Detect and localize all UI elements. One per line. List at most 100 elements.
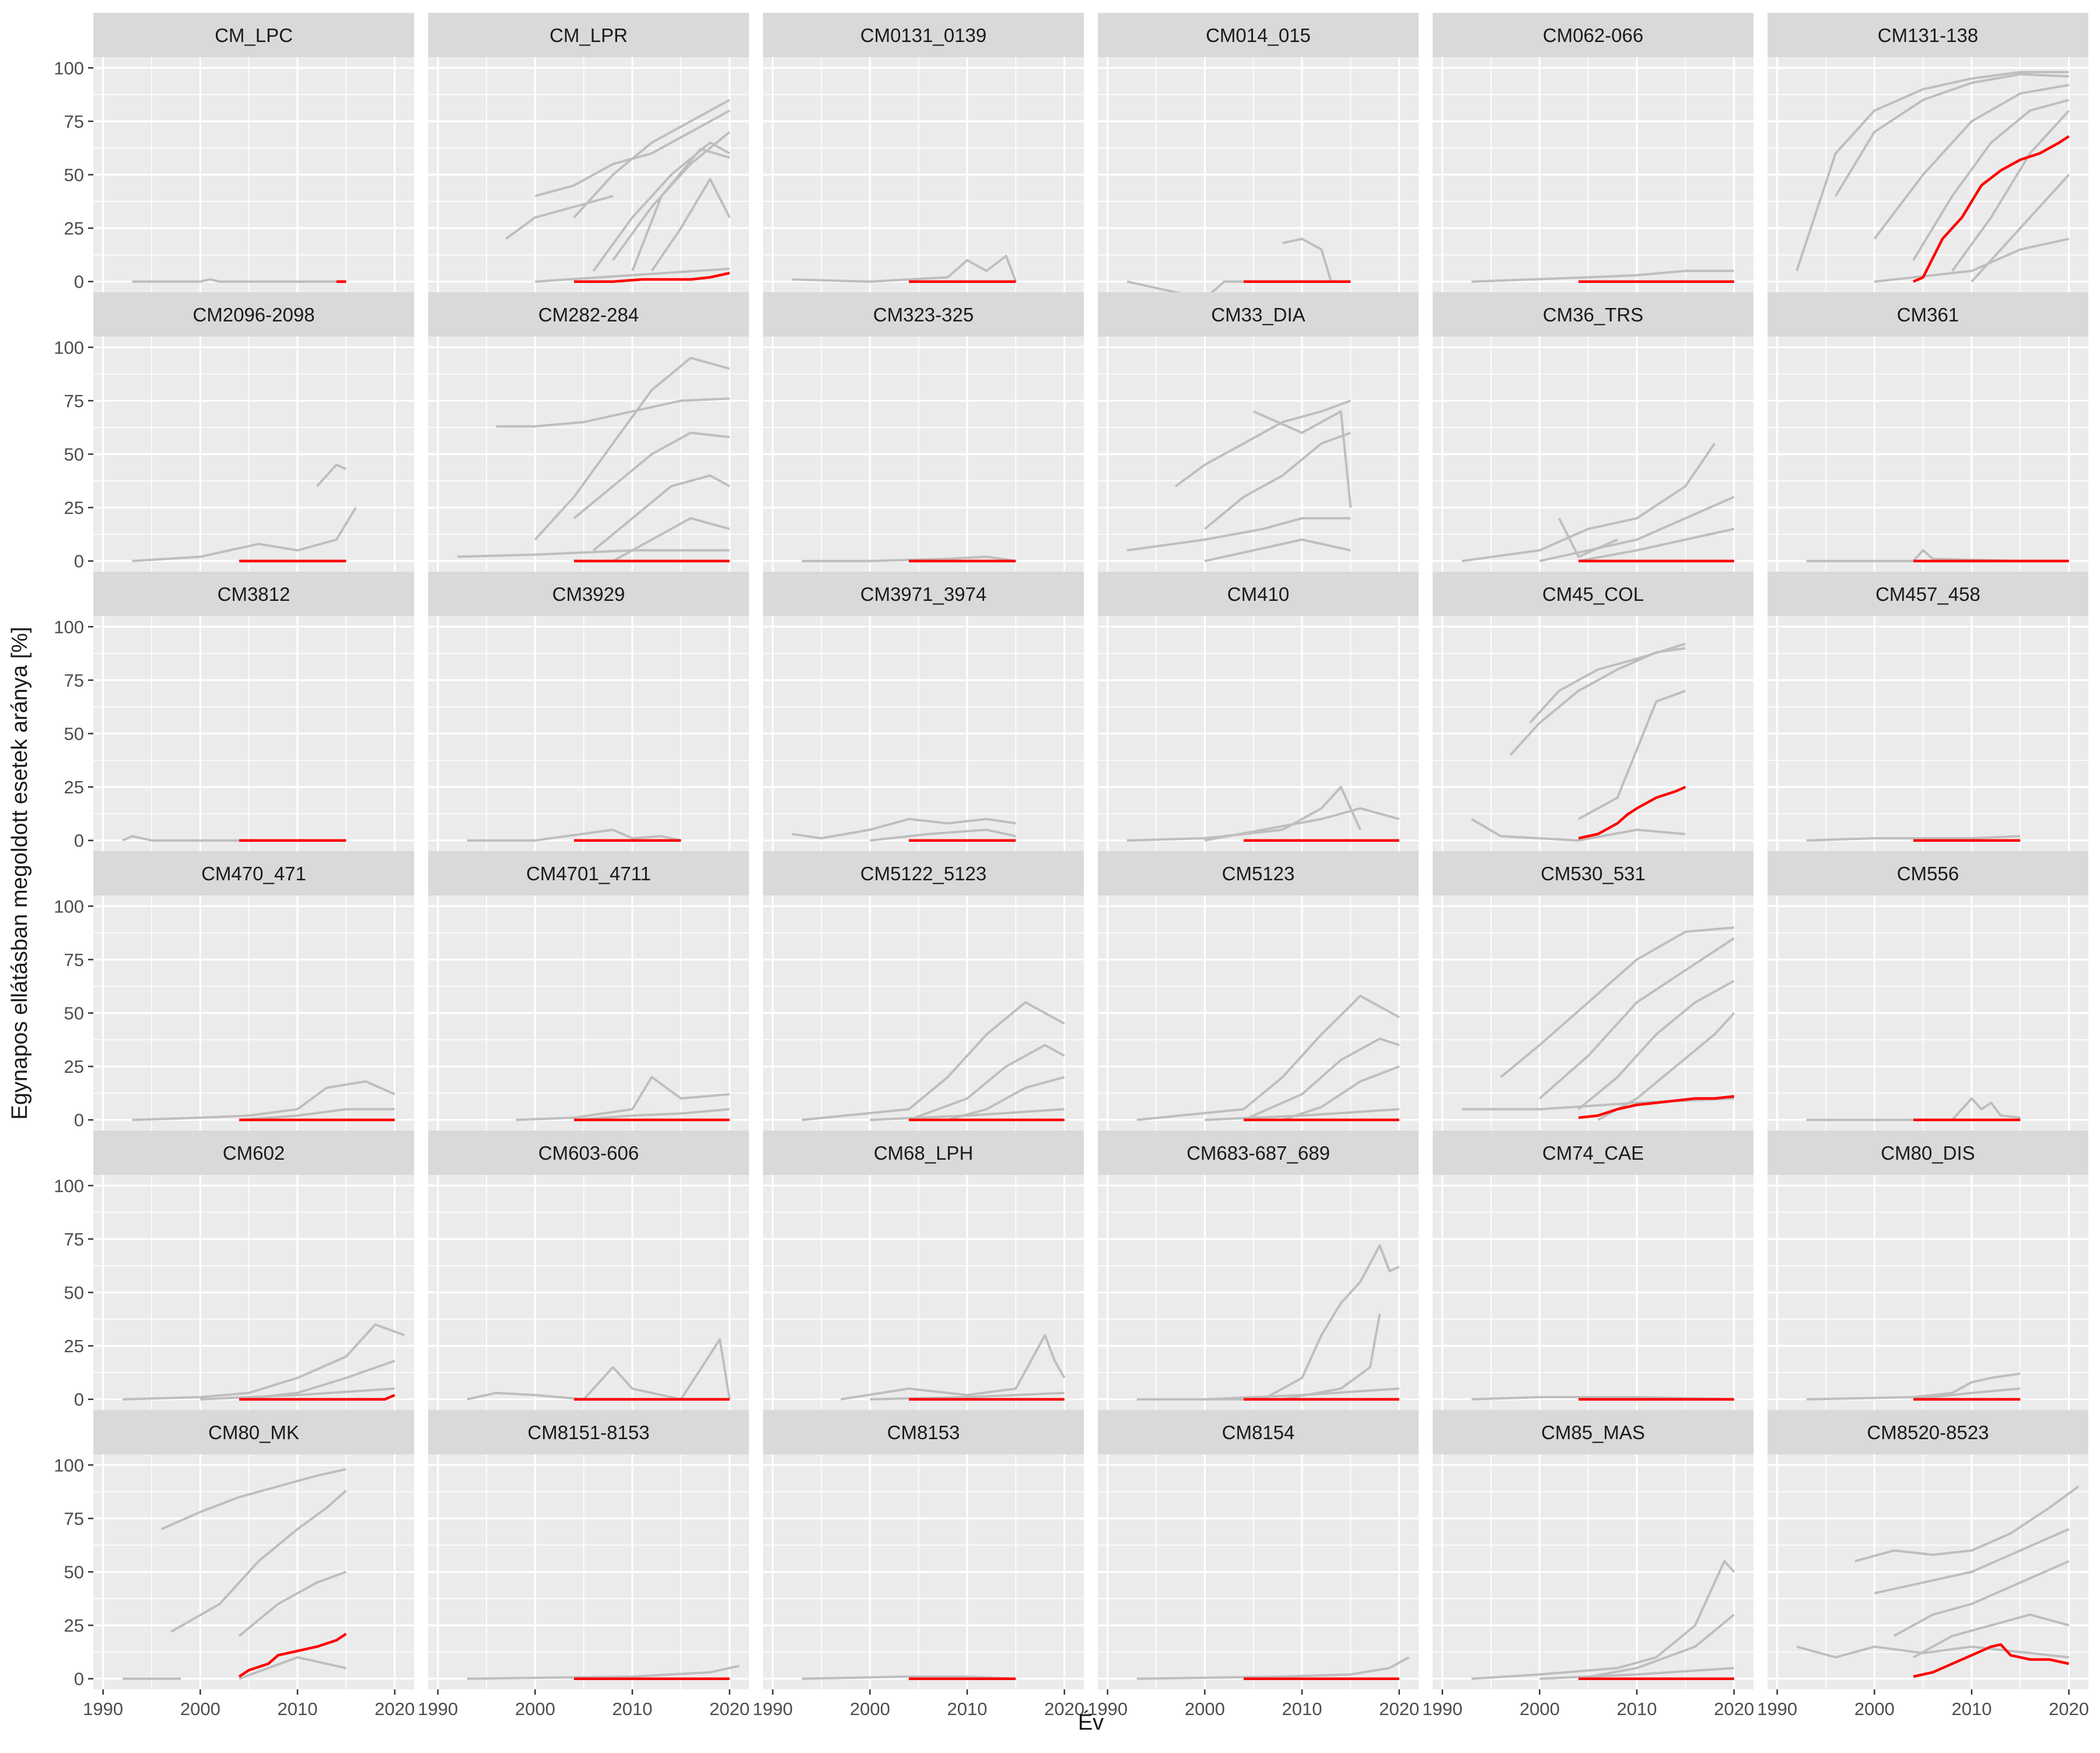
series-line-other <box>792 254 1017 283</box>
y-tick-label: 100 <box>54 896 84 916</box>
y-tick-label: 100 <box>54 337 84 358</box>
series-line-other <box>534 356 730 541</box>
panel-title: CM361 <box>1897 304 1959 326</box>
panel-title: CM8153 <box>887 1422 960 1443</box>
series-line-other <box>1578 1614 1735 1680</box>
series-line-other <box>870 1108 1065 1121</box>
series-line-other <box>1558 517 1618 558</box>
series-line-other <box>1971 174 2070 283</box>
series-line-other <box>200 1387 395 1401</box>
panel: CM5122_5123 <box>763 851 1084 1131</box>
panel: CM68_LPH <box>763 1131 1084 1410</box>
panel-title: CM5123 <box>1222 863 1295 884</box>
panel-title: CM45_COL <box>1542 583 1644 605</box>
series-line-other <box>1539 1667 1734 1680</box>
y-tick-label: 50 <box>64 724 84 744</box>
panel-title: CM68_LPH <box>874 1142 974 1164</box>
series-line-other <box>593 474 730 551</box>
y-tick-label: 50 <box>64 1283 84 1303</box>
panel-strip <box>93 851 414 895</box>
series-line-other <box>467 828 681 842</box>
panel-title: CM062-066 <box>1543 25 1643 46</box>
series-line-other <box>1913 1387 2021 1401</box>
panel-strip <box>428 13 749 57</box>
series-line-other <box>239 1108 395 1121</box>
series-line-other <box>650 177 731 272</box>
panel: CM556 <box>1768 851 2088 1131</box>
panel: CM8153 1990 2000 2010 2020 <box>752 1410 1084 1719</box>
series-line-other <box>1538 937 1735 1100</box>
panel: CM2096-2098 0 25 50 75 100 <box>54 292 414 572</box>
panel: CM602 0 25 50 75 100 <box>54 1131 414 1410</box>
series-line-other <box>1471 270 1734 283</box>
panel-strip <box>1768 851 2088 895</box>
panel-title: CM457_458 <box>1875 583 1980 605</box>
series-line-other <box>592 141 730 272</box>
panel-title: CM33_DIA <box>1211 304 1305 326</box>
series-line-other <box>1796 71 2069 272</box>
series-line-other <box>802 555 1016 562</box>
series-line-other <box>1204 807 1400 842</box>
series-line-other <box>496 397 730 428</box>
y-axis-title: Egynapos ellátásban megoldott esetek ará… <box>8 627 32 1120</box>
series-line-other <box>1204 432 1351 530</box>
series-line-other <box>122 1323 405 1401</box>
y-tick-label: 25 <box>64 1336 84 1356</box>
panel-strip <box>1768 292 2088 337</box>
x-tick-label: 1990 <box>1757 1699 1797 1719</box>
panel-strip <box>1768 572 2088 616</box>
y-tick-label: 75 <box>64 670 84 691</box>
series-line-other <box>1136 1244 1400 1401</box>
y-tick-label: 0 <box>74 1110 84 1131</box>
series-line-other <box>573 99 730 219</box>
series-line-other <box>1126 786 1362 842</box>
x-tick-label: 2000 <box>1520 1699 1560 1719</box>
series-line-other <box>1461 443 1716 562</box>
series-line-other <box>1529 642 1686 724</box>
series-line-other <box>1243 1037 1400 1121</box>
panel-strip <box>1433 851 1754 895</box>
series-line-other <box>1282 1065 1400 1121</box>
y-tick-label: 100 <box>54 58 84 78</box>
panel: CM4701_4711 <box>428 851 749 1131</box>
series-line-other <box>870 828 1016 842</box>
panel-strip <box>1098 1410 1419 1454</box>
series-line-other <box>1854 1485 2080 1563</box>
panel-title: CM80_MK <box>208 1422 299 1443</box>
y-tick-label: 100 <box>54 617 84 637</box>
y-tick-label: 75 <box>64 1229 84 1250</box>
panel: CM603-606 <box>428 1131 749 1410</box>
panel-strip <box>1098 572 1419 616</box>
series-line-other <box>792 818 1016 839</box>
panel-title: CM323-325 <box>873 304 974 326</box>
y-tick-label: 0 <box>74 551 84 572</box>
series-line-other <box>467 1338 731 1401</box>
series-line-other <box>573 431 730 519</box>
panel-title: CM556 <box>1897 863 1959 884</box>
panel-strip <box>763 1410 1084 1454</box>
panel-title: CM131-138 <box>1878 25 1978 46</box>
panel-strip <box>763 572 1084 616</box>
series-line-other <box>239 1656 346 1680</box>
panel-title: CM3929 <box>552 583 625 605</box>
y-tick-label: 50 <box>64 165 84 186</box>
series-line-other <box>132 507 357 562</box>
panel: CM_LPC 0 25 50 75 100 <box>54 13 414 292</box>
series-line-other <box>505 195 614 240</box>
panel: CM36_TRS <box>1433 292 1754 572</box>
x-tick-label: 2000 <box>850 1699 890 1719</box>
x-tick-label: 2010 <box>947 1699 988 1719</box>
panel-strip <box>428 851 749 895</box>
panel-strip <box>1768 1131 2088 1175</box>
panel-strip <box>1433 13 1754 57</box>
panel: CM80_MK 0 25 50 75 100 1990 2000 2010 2020 <box>54 1410 415 1719</box>
series-line-other <box>1204 538 1351 562</box>
series-line-other <box>1578 527 1735 562</box>
panel: CM74_CAE <box>1433 1131 1754 1410</box>
panel: CM457_458 <box>1768 572 2088 851</box>
panel-title: CM8151-8153 <box>527 1422 649 1443</box>
panel-title: CM0131_0139 <box>860 25 987 46</box>
series-line-other <box>1951 110 2070 272</box>
x-tick-label: 2000 <box>515 1699 555 1719</box>
panel: CM683-687_689 <box>1098 1131 1419 1410</box>
